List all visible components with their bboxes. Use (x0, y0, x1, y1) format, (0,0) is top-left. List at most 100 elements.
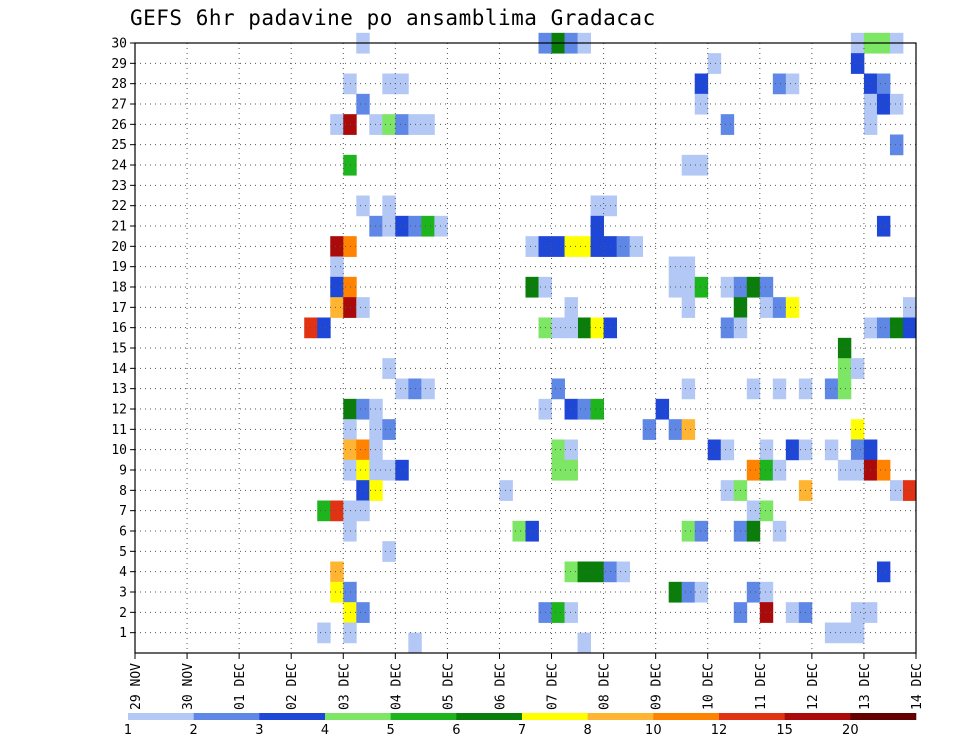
heatmap-cell (642, 419, 657, 440)
legend-label: 3 (255, 723, 263, 738)
heatmap-cell (551, 439, 565, 461)
heatmap-cell (369, 215, 383, 237)
heatmap-cell (759, 500, 774, 522)
heatmap-cell (330, 256, 344, 278)
heatmap-cell (343, 622, 357, 644)
y-tick-label: 23 (111, 179, 127, 194)
heatmap-cell (343, 419, 357, 440)
x-tick-label: 11 DEC (754, 663, 769, 710)
y-tick-label: 10 (111, 443, 127, 458)
heatmap-cell (772, 297, 787, 318)
heatmap-cell (577, 561, 591, 583)
y-tick-label: 14 (111, 362, 127, 377)
x-tick-label: 12 DEC (806, 663, 821, 710)
heatmap-cell (889, 480, 904, 501)
heatmap-cell (564, 459, 578, 481)
heatmap-cell (681, 581, 696, 603)
x-tick-label: 09 DEC (650, 663, 665, 710)
y-tick-label: 28 (111, 77, 127, 92)
heatmap-cell (343, 398, 357, 420)
heatmap-cell (837, 378, 852, 400)
heatmap-cell (382, 195, 396, 217)
heatmap-cell (707, 53, 722, 74)
heatmap-cell (564, 602, 578, 623)
heatmap-cell (369, 398, 383, 420)
legend-swatch (128, 713, 194, 720)
heatmap-cell (850, 358, 865, 379)
legend-label: 4 (321, 723, 329, 738)
heatmap-cell (902, 317, 917, 339)
heatmap-cell (512, 520, 526, 542)
heatmap-cell (772, 459, 787, 481)
y-tick-label: 18 (111, 281, 127, 296)
y-tick-label: 2 (119, 606, 127, 621)
heatmap-cell (499, 480, 513, 501)
x-tick-label: 10 DEC (702, 663, 717, 710)
legend-label: 6 (452, 723, 460, 738)
y-tick-label: 25 (111, 138, 127, 153)
heatmap-cell (317, 317, 331, 339)
heatmap-cell (395, 378, 409, 400)
heatmap-cell (694, 154, 709, 176)
x-tick-label: 01 DEC (233, 663, 248, 710)
heatmap-cell (369, 419, 383, 440)
x-tick-label: 02 DEC (285, 663, 300, 710)
heatmap-cell (707, 439, 722, 461)
heatmap-cell (343, 581, 357, 603)
y-tick-label: 9 (119, 464, 127, 479)
legend-label: 5 (387, 723, 395, 738)
heatmap-cell (772, 73, 787, 95)
heatmap-cell (369, 439, 383, 461)
heatmap-cell (525, 276, 539, 298)
heatmap-cell (837, 337, 852, 359)
x-tick-label: 07 DEC (546, 663, 561, 710)
heatmap-cell (525, 236, 539, 257)
heatmap-cell (564, 236, 578, 257)
heatmap-cell (343, 459, 357, 481)
heatmap-cell (382, 541, 396, 562)
heatmap-cell (720, 276, 735, 298)
heatmap-cell (889, 317, 904, 339)
y-tick-label: 3 (119, 586, 127, 601)
heatmap-cell (746, 276, 761, 298)
heatmap-cell (356, 398, 370, 420)
legend-label: 15 (776, 723, 793, 738)
heatmap-cell (850, 602, 865, 623)
legend-label: 12 (711, 723, 728, 738)
heatmap-cell (343, 602, 357, 623)
heatmap-cell (330, 500, 344, 522)
heatmap-cell (876, 317, 891, 339)
heatmap-cell (343, 520, 357, 542)
heatmap-cell (746, 459, 761, 481)
x-tick-label: 14 DEC (910, 663, 925, 710)
heatmap-cell (343, 73, 357, 95)
heatmap-cell (850, 439, 865, 461)
heatmap-cell (551, 378, 565, 400)
heatmap-cell (759, 602, 774, 623)
heatmap-cell (590, 236, 604, 257)
heatmap-cell (902, 480, 917, 501)
heatmap-cell (382, 419, 396, 440)
legend-swatch (587, 713, 654, 720)
heatmap-cell (382, 215, 396, 237)
heatmap-cell (382, 114, 396, 135)
heatmap-cell (876, 93, 891, 115)
heatmap-cell (382, 73, 396, 95)
heatmap-cell (356, 500, 370, 522)
heatmap-cell (837, 622, 852, 644)
heatmap-cell (382, 459, 396, 481)
heatmap-cell (876, 459, 891, 481)
x-tick-label: 29 NOV (129, 663, 144, 710)
legend-swatch (850, 713, 917, 720)
heatmap-cell (694, 520, 709, 542)
heatmap-cell (525, 520, 539, 542)
heatmap-cell (590, 561, 604, 583)
heatmap-cell (421, 215, 435, 237)
legend-swatch (390, 713, 457, 720)
heatmap-cell (421, 114, 435, 135)
heatmap-cell (616, 561, 631, 583)
heatmap-cell (824, 378, 839, 400)
y-tick-label: 1 (119, 626, 127, 641)
heatmap-cell (577, 632, 591, 654)
heatmap-cell (343, 114, 357, 135)
